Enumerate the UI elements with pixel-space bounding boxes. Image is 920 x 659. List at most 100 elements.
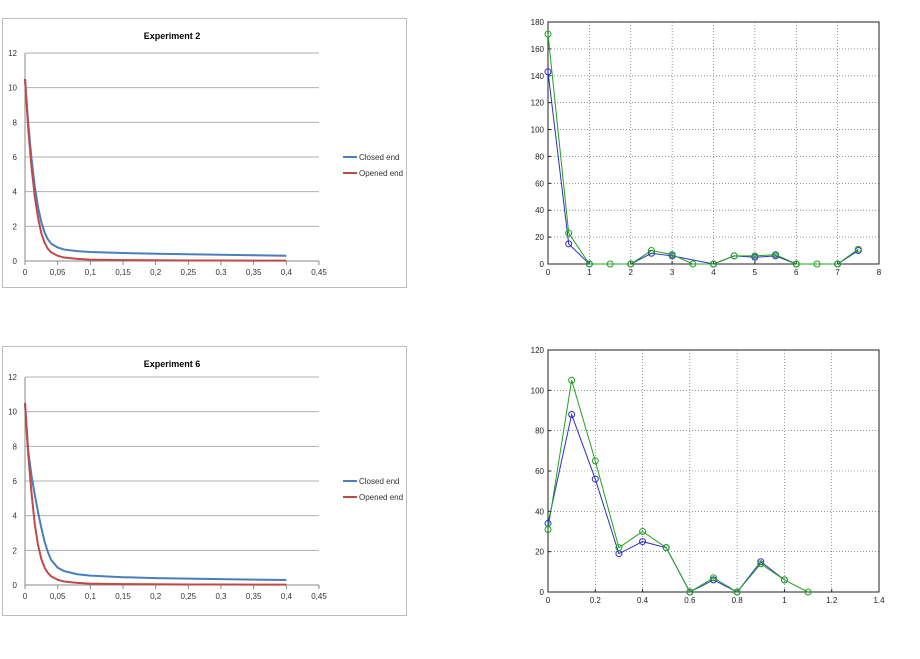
exp6-legend-label: Opened end [359, 493, 403, 502]
plot1-y-tick-label: 60 [535, 179, 544, 188]
exp2-y-tick-label: 2 [13, 222, 18, 231]
exp2-x-tick-label: 0 [23, 268, 28, 277]
plot1-y-tick-label: 80 [535, 152, 544, 161]
exp2-x-tick-label: 0,3 [215, 268, 227, 277]
plot1-x-tick-label: 4 [711, 268, 716, 277]
exp6-x-tick-label: 0,25 [181, 592, 197, 601]
exp6-series-1-line [24, 402, 287, 581]
plot1-series-2-marker [585, 260, 593, 268]
plot1-series-2-marker [772, 251, 780, 259]
plot1-series-2-marker [647, 247, 655, 255]
plot2-series-2-marker [686, 588, 694, 596]
plot2-y-tick-label: 80 [535, 427, 544, 436]
plot1-series-2-marker [730, 252, 738, 260]
exp2-x-tick-label: 0,45 [311, 268, 327, 277]
exp6-x-tick-label: 0,1 [85, 592, 97, 601]
exp6-x-tick-label: 0,05 [50, 592, 66, 601]
exp2-title: Experiment 2 [144, 31, 201, 41]
plot2-series-1-marker [757, 558, 765, 566]
plot1-series-2-marker [792, 260, 800, 268]
exp6-y-tick-label: 2 [13, 546, 18, 555]
exp6-y-tick-label: 12 [8, 373, 17, 382]
exp2-x-tick-label: 0,35 [246, 268, 262, 277]
exp2-y-tick-label: 10 [8, 84, 17, 93]
chart-experiment-6-svg: Experiment 6 0 2 4 6 8 10 12 0 0,05 0,1 0,15 0,2 0,25… [8, 359, 403, 601]
plot2-x-tick-label: 0 [546, 596, 551, 605]
plot1-series-2-marker [710, 260, 717, 268]
exp6-legend-label: Closed end [359, 477, 399, 486]
plot2-y-tick-label: 0 [540, 588, 545, 597]
plot1-series-2-marker [544, 30, 552, 38]
exp2-x-tick-label: 0,25 [181, 268, 197, 277]
plot1-y-tick-label: 0 [540, 260, 545, 269]
exp6-x-tick-label: 0,2 [150, 592, 162, 601]
exp2-x-tick-label: 0,15 [115, 268, 131, 277]
plot2-x-tick-label: 0.8 [732, 596, 744, 605]
plot2-series-2-marker [804, 588, 812, 596]
plot1-y-tick-label: 40 [535, 206, 544, 215]
exp2-y-tick-label: 6 [13, 153, 18, 162]
plot1-series-2-marker [751, 252, 759, 260]
chart-experiment-6: Experiment 6 0 2 4 6 8 10 12 0 0,05 0,1 0,15 0,2 0,25… [2, 346, 407, 616]
exp2-x-tick-label: 0,2 [150, 268, 162, 277]
exp6-x-tick-label: 0,35 [246, 592, 262, 601]
plot2-series-2-marker [615, 544, 623, 552]
plot2-y-tick-label: 120 [531, 346, 545, 355]
exp2-y-tick-label: 0 [13, 257, 18, 266]
plot2-series-2-marker [780, 576, 788, 584]
plot1-series-2-line [547, 34, 859, 265]
plot1-series-2-marker [606, 260, 614, 268]
exp2-y-tick-label: 8 [13, 118, 18, 127]
plot1-x-tick-label: 8 [877, 268, 882, 277]
chart-plot-1: 0 1 2 3 4 5 6 7 8 0 20 40 60 80 100 120 140 160 180 [520, 15, 890, 285]
plot2-series-2-marker [757, 560, 765, 568]
plot1-series-2-marker [689, 260, 697, 268]
plot1-series-2-marker [854, 245, 862, 253]
plot2-series-1-marker [591, 475, 599, 483]
chart-experiment-2-svg: Experiment 2 0 2 4 6 8 10 12 0 0,05 0,1 0,15 0,2 0,25… [8, 31, 403, 277]
exp2-x-tick-label: 0,1 [85, 268, 97, 277]
exp6-x-tick-label: 0,15 [115, 592, 131, 601]
exp2-series-2-line [24, 78, 287, 262]
exp6-y-tick-label: 0 [13, 581, 18, 590]
plot2-x-tick-label: 0.6 [684, 596, 696, 605]
plot1-series-2-marker [668, 251, 676, 259]
plot1-y-tick-label: 20 [535, 233, 544, 242]
plot1-y-tick-label: 140 [531, 72, 545, 81]
exp2-legend-label: Opened end [359, 169, 403, 178]
plot1-y-tick-label: 120 [531, 99, 545, 108]
exp6-y-tick-label: 6 [13, 477, 18, 486]
exp2-x-tick-label: 0,05 [50, 268, 66, 277]
plot1-x-tick-label: 1 [587, 268, 592, 277]
exp2-y-tick-label: 4 [13, 188, 18, 197]
plot2-y-tick-label: 20 [535, 548, 544, 557]
plot2-series-2-marker [568, 376, 576, 384]
exp6-y-tick-label: 10 [8, 408, 17, 417]
plot2-series-1-line [547, 412, 785, 593]
plot2-series-1-marker [568, 411, 576, 419]
plot1-x-tick-label: 0 [546, 268, 551, 277]
plot1-y-tick-label: 100 [531, 126, 545, 135]
plot1-series-1-marker [565, 240, 573, 248]
plot1-x-tick-label: 5 [753, 268, 758, 277]
plot2-series-2-marker [639, 528, 647, 535]
exp6-series-2-line [24, 402, 287, 586]
plot1-x-tick-label: 3 [670, 268, 675, 277]
plot1-y-tick-label: 160 [531, 45, 545, 54]
plot2-series-1-marker [639, 538, 647, 546]
plot2-y-tick-label: 40 [535, 507, 544, 516]
plot1-series-2-marker [834, 260, 842, 268]
exp6-title: Experiment 6 [144, 359, 201, 369]
plot1-series-2-marker [627, 260, 635, 268]
exp6-y-tick-label: 8 [13, 442, 18, 451]
exp2-x-tick-label: 0,4 [281, 268, 293, 277]
plot2-series-2-marker [733, 588, 741, 596]
plot2-x-tick-label: 1 [782, 596, 787, 605]
plot1-series-1-marker [544, 68, 552, 76]
exp6-x-tick-label: 0 [23, 592, 28, 601]
plot2-x-tick-label: 0.4 [637, 596, 649, 605]
plot2-x-tick-label: 1.4 [873, 596, 885, 605]
plot1-x-tick-label: 2 [629, 268, 634, 277]
plot2-y-tick-label: 60 [535, 467, 544, 476]
